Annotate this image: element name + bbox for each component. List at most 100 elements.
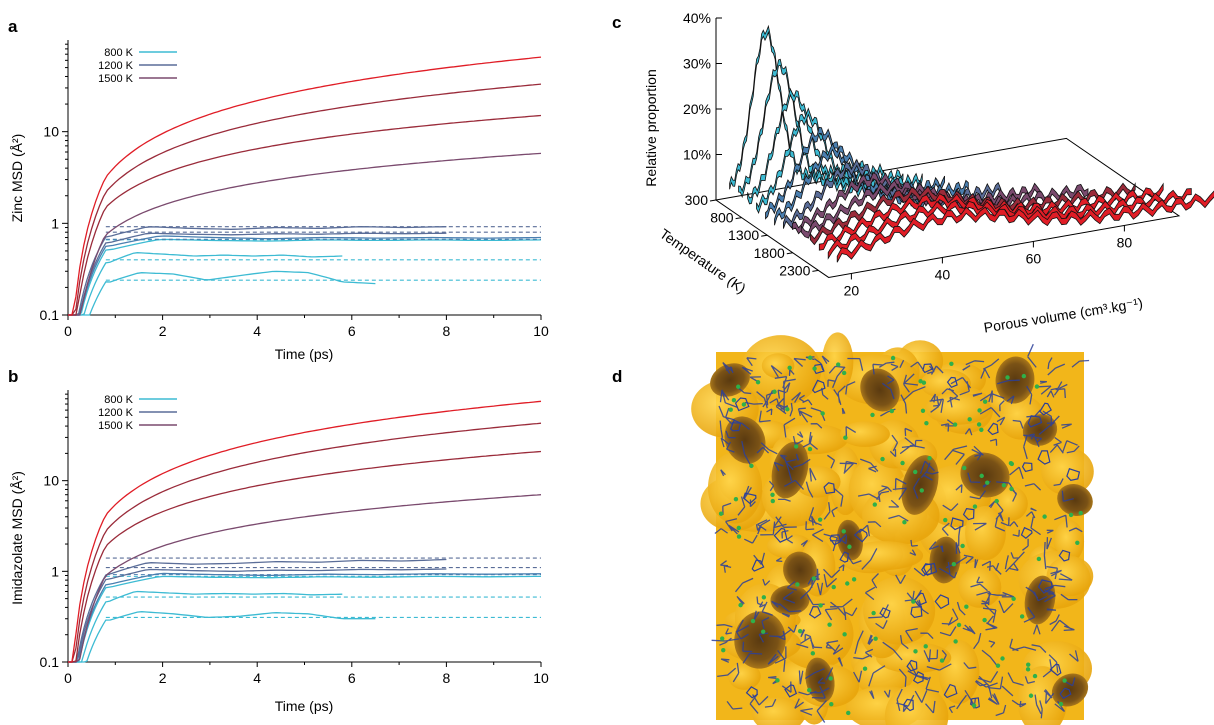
c-floor-outline	[714, 137, 1181, 278]
zinc-atom	[755, 379, 761, 385]
zinc-atom	[750, 618, 756, 624]
pore-surface-blob	[728, 662, 761, 690]
zinc-atom	[736, 384, 741, 389]
pore-cavity	[1057, 484, 1093, 516]
pore-cavity	[710, 363, 750, 397]
pore-surface-blob	[761, 353, 795, 379]
zinc-atom	[828, 676, 833, 681]
imidazole-ring	[729, 419, 742, 432]
zinc-atom	[982, 617, 987, 623]
imidazole-ring	[751, 559, 765, 572]
msd-series-line	[68, 450, 542, 663]
zinc-atom	[1009, 486, 1014, 492]
pore-surface-blob	[707, 452, 763, 524]
panel-b-x-axis-label: Time (ps)	[275, 698, 334, 714]
zinc-atom	[1005, 375, 1010, 380]
zinc-atom	[841, 370, 847, 376]
zinc-atom	[985, 480, 990, 485]
zinc-atom	[831, 584, 836, 590]
x-tick-label: 4	[253, 323, 261, 339]
legend-label: 800 K	[104, 47, 133, 59]
msd-series-line	[68, 590, 343, 663]
imidazole-ring	[1021, 462, 1033, 473]
zinc-atom	[787, 365, 792, 371]
zinc-atom	[920, 408, 926, 414]
imidazole-ring	[923, 562, 938, 576]
zinc-atom	[872, 502, 878, 507]
pore-surface-blob	[1017, 666, 1068, 725]
zinc-atom	[995, 663, 1001, 668]
zinc-atom	[842, 632, 847, 637]
zinc-atom	[979, 427, 984, 433]
zinc-atom	[939, 658, 945, 663]
imidazole-ring	[734, 397, 750, 412]
x-tick-label: 6	[348, 323, 356, 339]
c-x-tick-label: 20	[844, 282, 860, 298]
msd-series-line	[68, 235, 542, 316]
legend-label: 1200 K	[98, 60, 134, 72]
msd-series-line	[68, 114, 542, 316]
zinc-atom	[749, 463, 754, 469]
msd-series-line	[68, 83, 542, 316]
panel-a-x-axis-label: Time (ps)	[275, 346, 334, 362]
msd-series-line	[68, 400, 542, 663]
zinc-atom	[1078, 510, 1083, 516]
msd-series-line	[68, 152, 542, 316]
pore-surface-blob	[752, 697, 806, 725]
c-ridge-series	[756, 107, 923, 214]
zinc-atom	[889, 408, 895, 414]
c-ridge-series	[747, 87, 904, 205]
panel-c-y-axis-label: Relative proportion	[643, 69, 659, 187]
zinc-atom	[785, 407, 790, 412]
zinc-atom	[731, 397, 737, 403]
zinc-atom	[972, 504, 978, 509]
zinc-atom	[841, 529, 846, 534]
zinc-atom	[736, 525, 742, 531]
zinc-atom	[913, 469, 918, 475]
zinc-atom	[870, 412, 875, 418]
panel-letter-c: c	[612, 13, 621, 32]
pore-cavity	[783, 551, 817, 589]
y-tick-label: 1	[51, 563, 59, 579]
zinc-atom	[911, 599, 916, 604]
imidazole-ring	[906, 659, 918, 672]
imidazole-ring	[853, 528, 868, 543]
c-z-tick	[735, 217, 742, 220]
c-x-tick-label: 80	[1117, 234, 1133, 250]
imidazole-ring	[1039, 402, 1053, 416]
zinc-atom	[846, 710, 851, 716]
zinc-atom	[807, 446, 813, 452]
c-ridge-series	[783, 158, 1002, 229]
zinc-atom	[943, 517, 948, 523]
imidazole-ring	[934, 594, 950, 610]
zinc-atom	[871, 610, 876, 616]
y-tick-label: 1	[51, 215, 59, 231]
zinc-atom	[1032, 673, 1038, 679]
imidazole-ring	[946, 376, 958, 389]
zinc-atom	[1000, 656, 1005, 661]
zinc-atom	[812, 366, 817, 371]
zinc-atom	[807, 355, 813, 360]
imidazole-ring	[987, 422, 999, 436]
zinc-atom	[761, 595, 767, 600]
pore-surface-blob	[925, 392, 992, 425]
zinc-atom	[967, 417, 972, 422]
msd-series-line	[68, 568, 447, 663]
pore-surface-blob	[840, 421, 890, 447]
pore-surface-blob	[920, 369, 971, 399]
zinc-atom	[977, 408, 982, 413]
zinc-atom	[1036, 556, 1042, 562]
zinc-atom	[971, 703, 977, 708]
legend-label: 1200 K	[98, 407, 134, 419]
msd-series-line	[68, 422, 542, 663]
c-z-tick	[709, 199, 717, 202]
imidazole-ring	[742, 492, 757, 505]
c-ridge-series	[809, 182, 1136, 246]
imidazole-ring	[1058, 549, 1071, 562]
pore-surface-blob	[821, 332, 854, 392]
pore-cavity	[860, 368, 900, 412]
pore-surface-blob	[994, 486, 1028, 521]
x-tick-label: 2	[159, 323, 167, 339]
imidazole-ring	[784, 684, 798, 698]
